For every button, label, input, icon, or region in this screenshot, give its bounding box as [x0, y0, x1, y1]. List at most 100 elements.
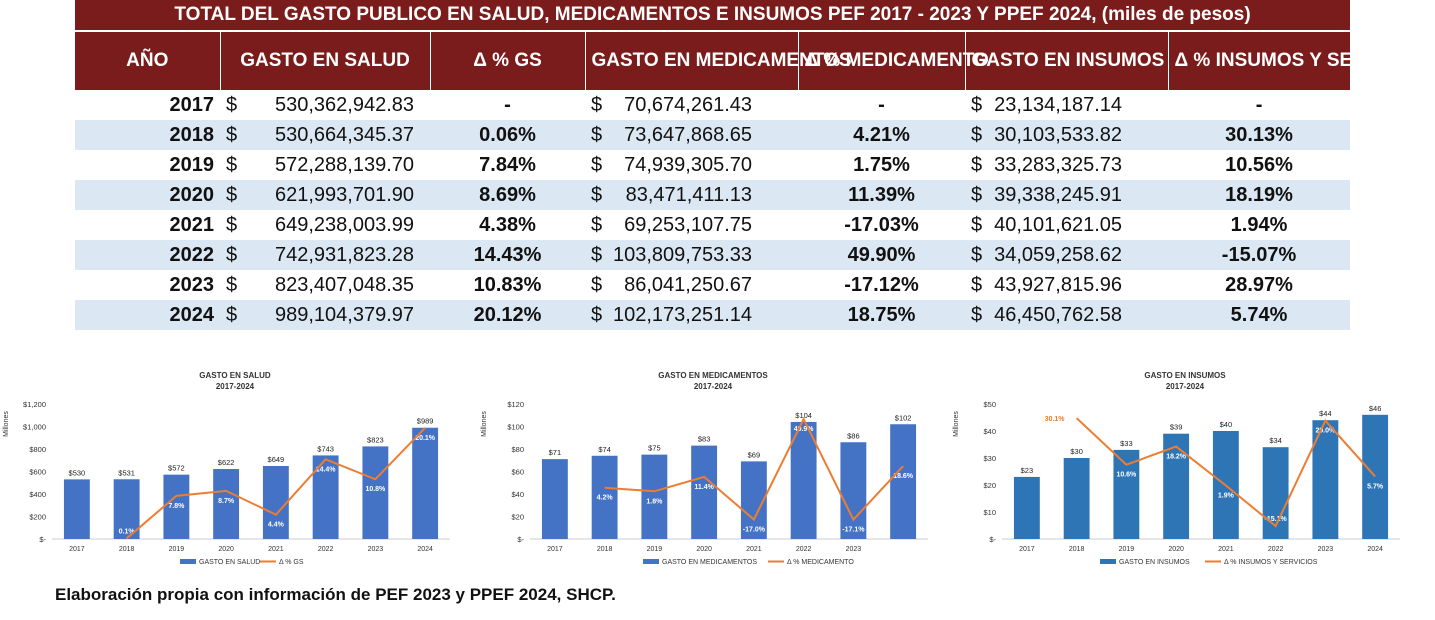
x-tick-label: 2019	[1119, 546, 1135, 553]
amount-cell: $74,939,305.70	[585, 150, 798, 180]
bar-value-label: $39	[1170, 423, 1183, 432]
line-value-label: 30.1%	[1045, 416, 1066, 423]
y-tick-label: $200	[29, 513, 46, 522]
bar-value-label: $530	[69, 468, 86, 477]
legend-bar-label: GASTO EN MEDICAMENTOS	[662, 559, 757, 566]
source-note: Elaboración propia con información de PE…	[55, 585, 616, 604]
x-tick-label: 2020	[696, 546, 712, 553]
percent-cell: 28.97%	[1225, 273, 1293, 296]
percent-cell: -	[504, 93, 511, 116]
y-axis-label: Millones	[481, 411, 488, 437]
amount-value: 43,927,815.96	[994, 273, 1122, 296]
amount-value: 103,809,753.33	[612, 243, 752, 266]
chart-title: GASTO EN INSUMOS	[1144, 371, 1226, 380]
year-cell: 2024	[75, 300, 220, 330]
y-tick-label: $20	[511, 513, 524, 522]
percent-cell: 30.13%	[1168, 120, 1351, 150]
bar-value-label: $572	[168, 464, 185, 473]
amount-value: 23,134,187.14	[994, 93, 1122, 116]
bar-value-label: $40	[1220, 420, 1233, 429]
bar	[163, 474, 190, 539]
percent-cell: 1.75%	[853, 153, 910, 176]
bar-value-label: $649	[268, 455, 285, 464]
currency-symbol: $	[591, 213, 603, 236]
bar-value-label: $46	[1369, 404, 1382, 413]
line-value-label: -17.1%	[842, 527, 865, 534]
currency-symbol: $	[971, 123, 983, 146]
x-tick-label: 2023	[846, 546, 862, 553]
currency-symbol: $	[591, 183, 603, 206]
bar	[890, 424, 917, 539]
currency-symbol: $	[971, 93, 983, 116]
line-value-label: 5.7%	[1367, 483, 1384, 490]
table-row: 2024 $989,104,379.97 20.12% $102,173,251.14…	[75, 300, 1351, 330]
y-tick-label: $100	[507, 423, 524, 432]
amount-cell: $73,647,868.65	[585, 120, 798, 150]
currency-symbol: $	[226, 183, 238, 206]
y-axis-label: Millones	[953, 411, 960, 437]
amount-cell: $649,238,003.99	[220, 210, 430, 240]
bar-value-label: $74	[598, 445, 611, 454]
amount-cell: $23,134,187.14	[965, 90, 1168, 120]
bar	[412, 427, 439, 539]
percent-cell: 14.43%	[430, 240, 585, 270]
amount-cell: $43,927,815.96	[965, 270, 1168, 300]
percent-cell: 1.94%	[1230, 213, 1288, 236]
legend-bar-swatch	[1100, 559, 1116, 564]
line-value-label: 1.8%	[646, 498, 663, 505]
y-tick-label: $50	[983, 400, 996, 409]
line-value-label: 29.0%	[1315, 428, 1336, 435]
table-row: 2021 $649,238,003.99 4.38% $69,253,107.75 -1…	[75, 210, 1350, 240]
x-tick-label: 2018	[597, 546, 613, 553]
table-row: 2017 $530,362,942.83- $70,674,261.43- $23,1…	[75, 90, 1350, 120]
line-value-label: 8.7%	[218, 498, 235, 505]
line-value-label: -17.0%	[743, 527, 766, 534]
bar-value-label: $823	[367, 435, 384, 444]
x-tick-label: 2024	[417, 546, 433, 553]
amount-value: 86,041,250.67	[624, 273, 752, 296]
currency-symbol: $	[226, 273, 238, 296]
table-row: 2023 $823,407,048.35 10.83% $86,041,250.67-…	[75, 270, 1350, 300]
bar	[1362, 414, 1389, 539]
bar	[1113, 449, 1140, 539]
x-tick-label: 2021	[1218, 546, 1234, 553]
amount-value: 70,674,261.43	[624, 93, 752, 116]
x-tick-label: 2022	[1268, 546, 1284, 553]
table-row: 2019 $572,288,139.70 7.84% $74,939,305.70 1.…	[75, 150, 1350, 180]
line-value-label: 0.1%	[119, 528, 136, 535]
y-tick-label: $-	[517, 535, 524, 544]
legend-bar-swatch	[180, 559, 196, 564]
amount-value: 83,471,411.13	[625, 183, 752, 206]
currency-symbol: $	[591, 303, 603, 326]
amount-cell: $103,809,753.33	[585, 240, 798, 270]
bar-value-label: $71	[549, 448, 562, 457]
line-value-label: -15.1%	[1265, 516, 1288, 523]
percent-cell: 5.74%	[1168, 300, 1351, 330]
column-header: AÑO	[75, 31, 221, 90]
legend-line-label: Δ % MEDICAMENTO	[787, 559, 854, 566]
chart-gasto-insumos: GASTO EN INSUMOS 2017-2024 Millones $- $10 $2…	[953, 371, 1400, 566]
x-tick-label: 2024	[1367, 546, 1383, 553]
y-tick-label: $120	[507, 400, 524, 409]
x-tick-label: 2020	[1168, 546, 1184, 553]
x-tick-label: 2017	[547, 546, 563, 553]
bar	[1013, 476, 1040, 539]
amount-value: 621,993,701.90	[274, 183, 414, 206]
year-cell: 2019	[169, 153, 215, 176]
percent-cell: -17.12%	[844, 273, 919, 296]
amount-value: 69,253,107.75	[624, 213, 752, 236]
currency-symbol: $	[591, 123, 603, 146]
amount-cell: $30,103,533.82	[965, 120, 1168, 150]
currency-symbol: $	[591, 273, 603, 296]
percent-cell: 8.69%	[430, 180, 585, 210]
percent-cell: 49.90%	[798, 240, 965, 270]
bar-value-label: $531	[118, 468, 135, 477]
x-tick-label: 2023	[1318, 546, 1334, 553]
currency-symbol: $	[971, 243, 983, 266]
x-tick-label: 2021	[746, 546, 762, 553]
y-tick-label: $400	[29, 490, 46, 499]
line-value-label: 18.2%	[1166, 454, 1187, 461]
bar	[113, 479, 140, 539]
year-cell: 2021	[169, 213, 215, 236]
table-title: TOTAL DEL GASTO PUBLICO EN SALUD, MEDICA…	[75, 0, 1351, 32]
